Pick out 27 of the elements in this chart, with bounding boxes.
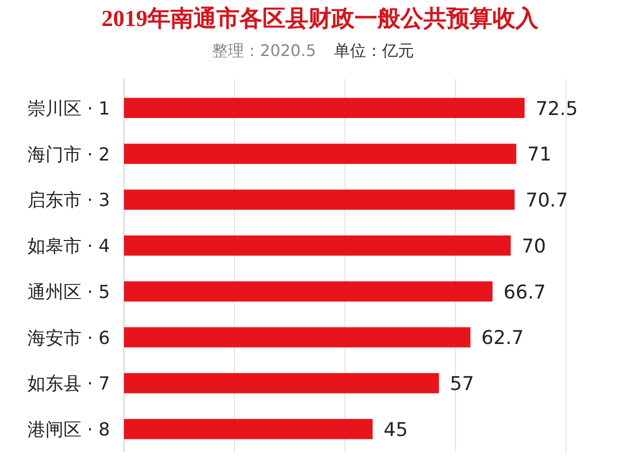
data-label: 70.7 (526, 190, 568, 212)
data-label: 70 (522, 235, 546, 258)
bar (124, 235, 511, 256)
y-tick-label: 启东市 · 3 (27, 190, 110, 212)
text: 单位：亿元 (334, 41, 414, 60)
y-tick-label: 崇川区 · 1 (27, 98, 110, 120)
bar (124, 327, 470, 348)
data-label: 72.5 (536, 98, 578, 120)
bar (124, 281, 493, 302)
y-tick-label: 通州区 · 5 (27, 282, 110, 303)
data-label: 62.7 (481, 327, 524, 350)
bar (124, 190, 515, 210)
data-label: 66.7 (504, 281, 546, 304)
y-tick-label: 港闸区 · 8 (27, 420, 110, 441)
bar (124, 98, 525, 118)
chart-subtitle: 整理：2020.5 (212, 41, 316, 60)
data-label: 71 (527, 144, 552, 166)
bar (124, 144, 516, 164)
chart-title: 2019年南通市各区县财政一般公共预算收入 (102, 5, 540, 31)
y-tick-label: 如东县 · 7 (27, 374, 110, 395)
data-label: 57 (450, 373, 474, 396)
data-label: 45 (384, 418, 408, 441)
bar (124, 373, 439, 394)
y-tick-label: 如皋市 · 4 (27, 236, 110, 258)
y-tick-label: 海安市 · 6 (27, 328, 110, 349)
bar (124, 418, 373, 440)
y-tick-label: 海门市 · 2 (27, 144, 110, 166)
